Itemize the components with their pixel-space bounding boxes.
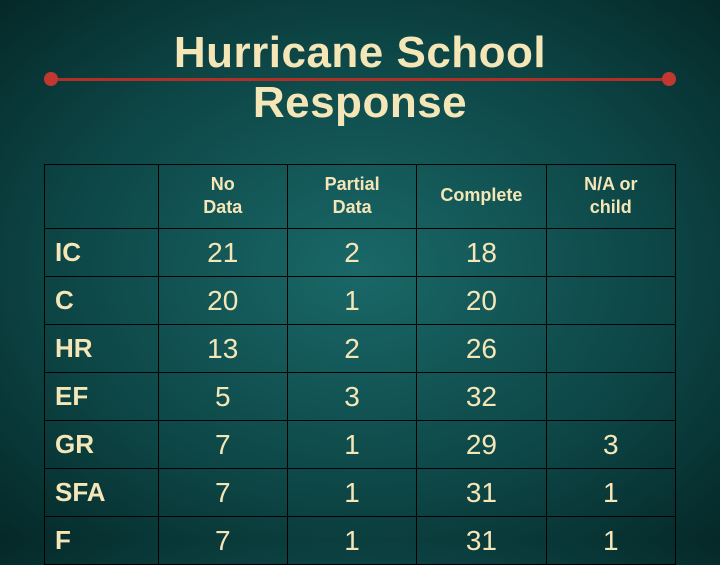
table-cell: 1: [287, 517, 416, 565]
table-cell: 1: [287, 469, 416, 517]
table-row: SFA71311: [45, 469, 676, 517]
table-cell: 29: [417, 421, 546, 469]
table-cell: 1: [287, 277, 416, 325]
table-cell: 7: [158, 517, 287, 565]
table-cell: 7: [158, 421, 287, 469]
row-label: EF: [45, 373, 159, 421]
table-cell: 13: [158, 325, 287, 373]
table-cell: 7: [158, 469, 287, 517]
row-label: HR: [45, 325, 159, 373]
table-cell: 18: [417, 229, 546, 277]
table-header-row: NoData PartialData Complete N/A orchild: [45, 165, 676, 229]
table-cell: 31: [417, 469, 546, 517]
row-label: GR: [45, 421, 159, 469]
table-cell: 2: [287, 325, 416, 373]
table-cell: [546, 325, 675, 373]
table-row: HR13226: [45, 325, 676, 373]
row-label: SFA: [45, 469, 159, 517]
col-header: Complete: [417, 165, 546, 229]
row-label: IC: [45, 229, 159, 277]
response-table: NoData PartialData Complete N/A orchild …: [44, 164, 676, 565]
table-cell: [546, 229, 675, 277]
col-header: NoData: [158, 165, 287, 229]
table-cell: 26: [417, 325, 546, 373]
table-cell: [546, 373, 675, 421]
table-cell: 20: [158, 277, 287, 325]
table-cell: 31: [417, 517, 546, 565]
table-cell: 2: [287, 229, 416, 277]
page-title: Hurricane School Response: [50, 28, 670, 128]
table-cell: 3: [546, 421, 675, 469]
table-corner: [45, 165, 159, 229]
table-cell: 1: [287, 421, 416, 469]
table-cell: 1: [546, 469, 675, 517]
table-container: NoData PartialData Complete N/A orchild …: [0, 146, 720, 565]
col-header: PartialData: [287, 165, 416, 229]
table-row: GR71293: [45, 421, 676, 469]
table-cell: 1: [546, 517, 675, 565]
table-row: F71311: [45, 517, 676, 565]
table-row: EF5332: [45, 373, 676, 421]
row-label: F: [45, 517, 159, 565]
title-bar: Hurricane School Response: [0, 0, 720, 146]
row-label: C: [45, 277, 159, 325]
table-cell: [546, 277, 675, 325]
table-cell: 5: [158, 373, 287, 421]
table-row: IC21218: [45, 229, 676, 277]
table-cell: 32: [417, 373, 546, 421]
table-row: C20120: [45, 277, 676, 325]
table-cell: 3: [287, 373, 416, 421]
table-cell: 20: [417, 277, 546, 325]
page-title-text: Hurricane School Response: [58, 28, 662, 128]
col-header: N/A orchild: [546, 165, 675, 229]
table-cell: 21: [158, 229, 287, 277]
